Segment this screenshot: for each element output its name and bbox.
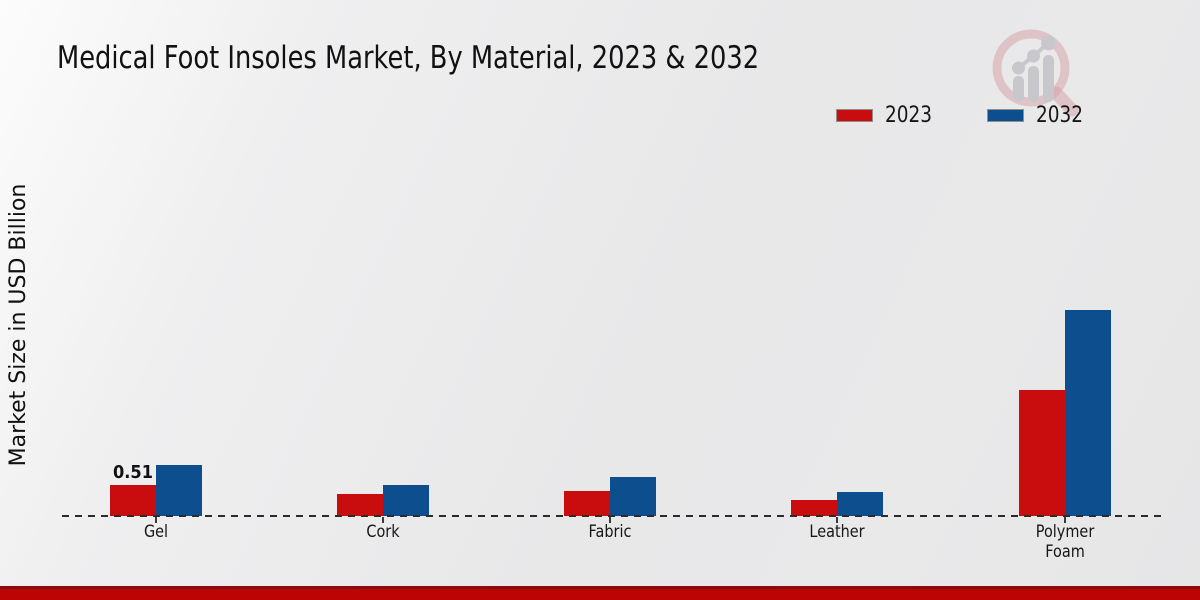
x-axis-baseline xyxy=(62,515,1162,517)
x-axis-tick xyxy=(609,517,611,523)
watermark-logo-icon xyxy=(992,29,1079,117)
legend-item-2032: 2032 xyxy=(987,103,1092,128)
bottom-red-band xyxy=(0,586,1200,600)
bar-2032-polymer-foam xyxy=(1065,310,1111,516)
bar-2032-gel xyxy=(156,465,202,516)
logo-dot-3 xyxy=(1041,35,1056,51)
logo-bar-3 xyxy=(1043,55,1054,102)
x-axis-tick xyxy=(155,517,157,523)
bar-2023-fabric xyxy=(564,491,610,516)
bar-2023-polymer-foam xyxy=(1019,390,1065,516)
legend-swatch-2023 xyxy=(836,109,873,122)
bar-2023-cork xyxy=(337,494,383,516)
x-axis-category-label: Polymer Foam xyxy=(1035,522,1095,563)
x-axis-tick xyxy=(836,517,838,523)
logo-bar-1 xyxy=(1013,76,1024,102)
magnifier-ring xyxy=(992,29,1070,107)
bar-value-label: 0.51 xyxy=(113,462,153,483)
x-axis-tick xyxy=(382,517,384,523)
logo-dot-2 xyxy=(1027,49,1040,63)
legend-label-2032: 2032 xyxy=(1036,103,1084,128)
x-axis-category-label: Fabric xyxy=(588,522,632,542)
logo-dot-1 xyxy=(1012,61,1025,75)
logo-bar-2 xyxy=(1028,66,1039,102)
chart-title: Medical Foot Insoles Market, By Material… xyxy=(57,40,760,76)
legend-item-2023: 2023 xyxy=(836,103,941,128)
bar-2032-leather xyxy=(837,492,883,516)
bar-2032-cork xyxy=(383,485,429,516)
x-axis-category-label: Leather xyxy=(809,522,865,542)
x-axis-category-label: Gel xyxy=(143,522,169,542)
bar-2032-fabric xyxy=(610,477,656,516)
legend-label-2023: 2023 xyxy=(885,103,933,128)
x-axis-category-label: Cork xyxy=(366,522,400,542)
legend: 2023 2032 xyxy=(836,103,1092,128)
legend-swatch-2032 xyxy=(987,109,1024,122)
bar-2023-gel xyxy=(110,485,156,516)
magnifier-handle xyxy=(1049,86,1079,117)
bar-2023-leather xyxy=(791,500,837,516)
x-axis-tick xyxy=(1064,517,1066,523)
